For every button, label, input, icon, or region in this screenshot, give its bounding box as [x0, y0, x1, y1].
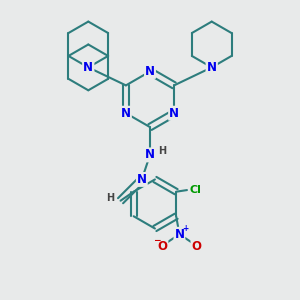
- Text: H: H: [158, 146, 166, 156]
- Text: +: +: [182, 224, 188, 233]
- Text: N: N: [174, 228, 184, 241]
- Text: N: N: [207, 61, 217, 74]
- Text: N: N: [83, 61, 93, 74]
- Text: O: O: [191, 240, 201, 253]
- Text: O: O: [158, 240, 167, 253]
- Text: N: N: [207, 61, 217, 74]
- Text: N: N: [145, 148, 155, 161]
- Text: N: N: [169, 107, 179, 120]
- Text: N: N: [145, 65, 155, 78]
- Text: N: N: [121, 107, 131, 120]
- Text: Cl: Cl: [189, 185, 201, 195]
- Text: H: H: [106, 193, 114, 203]
- Text: N: N: [83, 61, 93, 74]
- Text: N: N: [137, 173, 147, 186]
- Text: −: −: [153, 236, 160, 245]
